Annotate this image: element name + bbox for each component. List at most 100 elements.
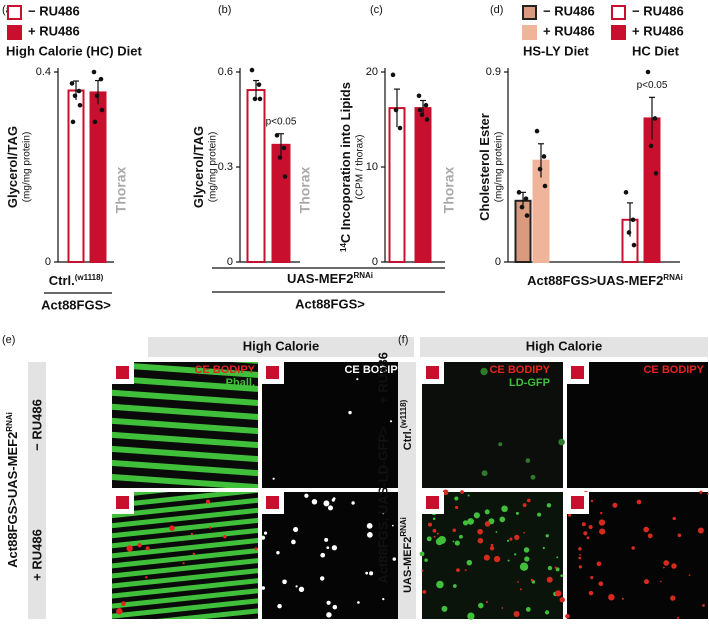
channel-label: CE BODIPY: [194, 364, 255, 376]
legend-label: + RU486: [28, 23, 80, 38]
image-speckle: [481, 470, 488, 477]
image-speckle: [272, 477, 275, 480]
image-speckle: [323, 500, 330, 507]
image-speckle: [485, 600, 488, 604]
image-speckle: [365, 571, 369, 575]
image-speckle: [319, 576, 325, 581]
tissue-label: Thorax: [297, 166, 313, 213]
image-speckle: [522, 503, 527, 508]
image-speckle: [452, 584, 457, 588]
row-group-label: + RU486: [375, 352, 390, 404]
row-label-bar: [28, 362, 46, 619]
image-speckle: [367, 532, 373, 538]
y-axis-label: 14C Incoporation into Lipids: [338, 82, 353, 252]
image-speckle: [421, 569, 424, 572]
x-axis-label-part: Act88FGS>UAS-MEF2: [527, 273, 663, 288]
data-point: [424, 117, 430, 122]
image-speckle: [555, 590, 562, 597]
image-speckle: [276, 550, 280, 555]
data-point: [423, 102, 429, 108]
image-speckle: [542, 546, 545, 550]
row-group-label: Act88FGS>UAS-MEF2RNAi: [5, 412, 20, 568]
image-speckle: [596, 561, 602, 567]
bar: [643, 117, 661, 263]
image-speckle: [467, 612, 475, 620]
x-axis-label-part: RNAi: [353, 271, 373, 280]
image-speckle: [304, 493, 309, 498]
header-bar: [148, 337, 414, 357]
image-speckle: [382, 512, 385, 515]
y-tick-label: 0: [45, 256, 51, 268]
image-speckle: [530, 578, 534, 582]
y-tick-label: 0: [372, 256, 378, 268]
image-speckle: [295, 585, 298, 588]
image-speckle: [473, 512, 480, 519]
image-speckle: [467, 518, 475, 525]
row-label: − RU486: [29, 399, 44, 451]
image-speckle: [462, 520, 469, 526]
image-speckle: [631, 546, 635, 550]
panel-label: (c): [370, 4, 383, 16]
image-speckle: [260, 535, 266, 540]
image-speckle: [205, 499, 211, 504]
image-speckle: [672, 516, 676, 521]
legend-label: + RU486: [632, 23, 684, 38]
image-speckle: [493, 555, 501, 563]
image-speckle: [320, 552, 326, 558]
row-label-part: UAS-MEF2: [402, 537, 414, 593]
image-speckle: [348, 410, 352, 415]
legend-swatch: [7, 5, 22, 20]
image-speckle: [600, 511, 603, 515]
image-speckle: [647, 533, 653, 539]
image-speckle: [565, 613, 570, 619]
y-tick-label: 0.9: [486, 66, 501, 78]
bar: [271, 143, 291, 263]
image-speckle: [442, 489, 449, 496]
y-tick-label: 0.4: [36, 66, 51, 78]
data-point: [69, 81, 75, 86]
image-speckle: [590, 499, 594, 503]
annotation: p<0.05: [637, 80, 668, 91]
image-speckle: [671, 563, 677, 569]
image-speckle: [422, 589, 427, 594]
image-speckle: [581, 522, 586, 527]
image-speckle: [277, 603, 282, 609]
y-axis-label-part: C Incoporation into Lipids: [338, 82, 353, 243]
data-point: [277, 155, 283, 160]
image-speckle: [137, 543, 142, 548]
image-speckle: [291, 539, 296, 545]
image-speckle: [454, 496, 459, 501]
annotation: p<0.05: [266, 116, 297, 127]
image-speckle: [480, 367, 488, 376]
legend-label: − RU486: [632, 3, 684, 18]
image-speckle: [676, 616, 680, 619]
y-tick-label: 0: [227, 256, 233, 268]
image-speckle: [208, 526, 212, 529]
image-speckle: [489, 546, 495, 551]
image-speckle: [116, 608, 123, 615]
image-speckle: [331, 498, 335, 502]
image-speckle: [436, 580, 444, 589]
data-point: [76, 88, 82, 94]
image-speckle: [643, 526, 649, 533]
image-speckle: [578, 556, 582, 560]
image-speckle: [598, 581, 604, 587]
panel-header: High Calorie: [526, 338, 603, 353]
image-speckle: [677, 533, 682, 538]
data-point: [397, 125, 403, 131]
y-axis-label-part: Glycerol/TAG: [5, 126, 20, 208]
panel-header: High Calorie: [243, 338, 320, 353]
image-speckle: [579, 553, 581, 556]
y-axis-sublabel: (mg/mg protein): [494, 132, 505, 203]
image-speckle: [608, 593, 615, 601]
subtitle: High Calorie (HC) Diet: [6, 43, 142, 58]
tissue-label: Thorax: [113, 166, 129, 213]
image-speckle: [357, 601, 360, 604]
y-axis-label: Glycerol/TAG: [5, 126, 20, 208]
image-speckle: [467, 494, 470, 497]
bar: [89, 91, 107, 263]
bar: [414, 107, 432, 263]
image-speckle: [490, 543, 494, 547]
image-speckle: [514, 553, 517, 556]
